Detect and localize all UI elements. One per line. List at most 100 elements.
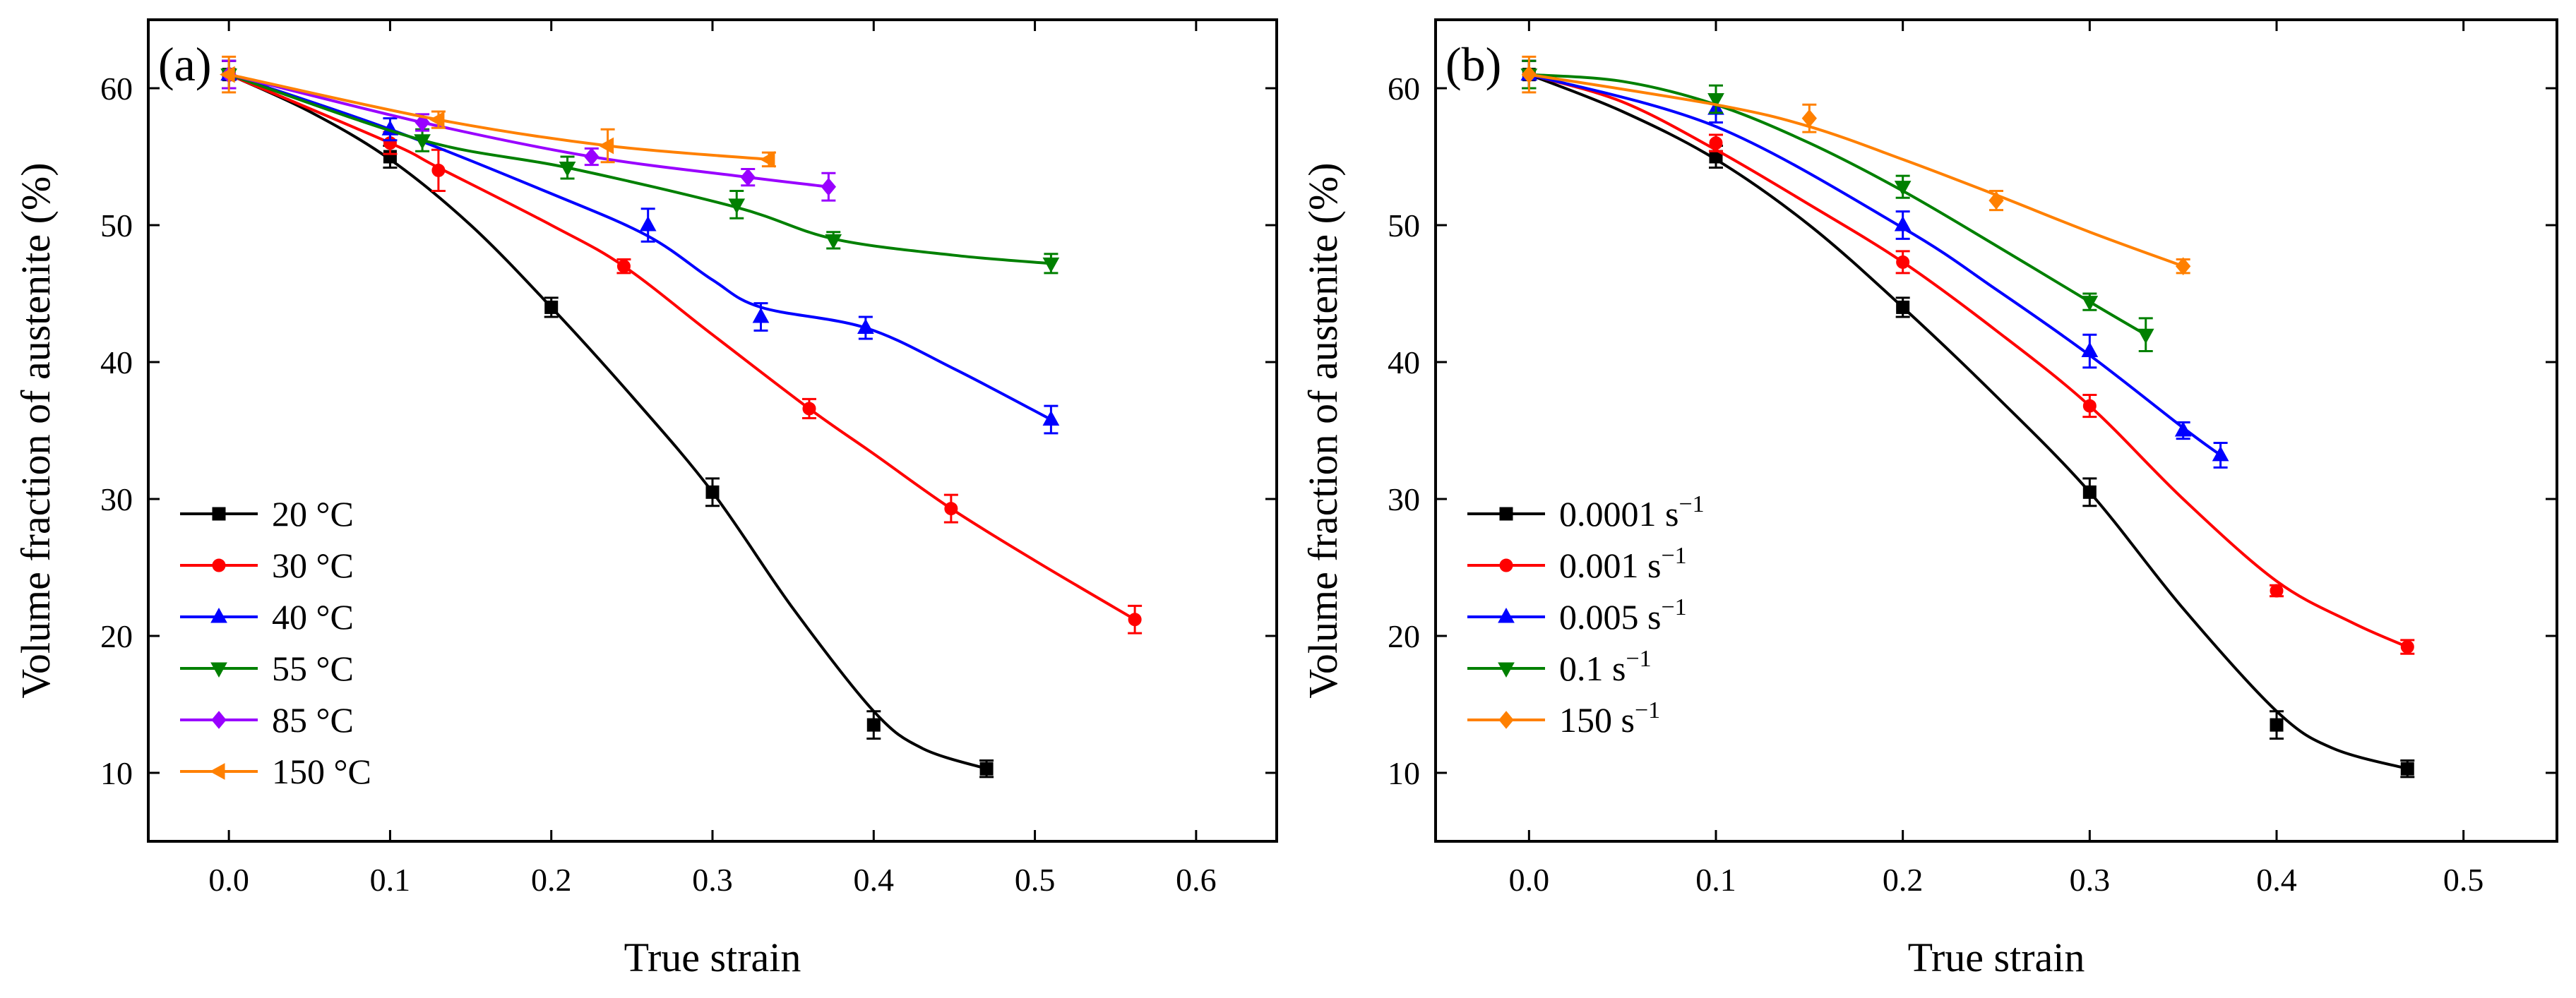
legend-label-text: 150 °C [272, 752, 371, 791]
data-point [944, 502, 958, 516]
data-point [616, 259, 631, 273]
data-point [759, 151, 775, 168]
data-point [2082, 485, 2097, 499]
legend-label-superscript: −1 [1678, 491, 1704, 517]
legend-label: 0.1 s−1 [1559, 646, 1652, 688]
series-line [1528, 73, 2222, 457]
x-tick-label: 0.3 [692, 862, 733, 898]
series-1 [1522, 59, 2415, 778]
panel-label: (a) [158, 37, 211, 91]
data-point [1894, 215, 1912, 232]
data-point [598, 137, 614, 155]
series-line [1528, 73, 2409, 649]
x-tick-label: 0.0 [208, 862, 249, 898]
y-tick-label: 10 [100, 755, 133, 791]
legend-marker [1499, 507, 1513, 521]
legend-label: 0.001 s−1 [1559, 543, 1687, 585]
legend-marker [1499, 558, 1513, 572]
data-point [1042, 410, 1060, 426]
data-point [1801, 109, 1817, 128]
y-tick-label: 30 [1388, 481, 1420, 517]
y-tick-label: 30 [100, 481, 133, 517]
x-tick-label: 0.1 [370, 862, 411, 898]
legend-marker [210, 607, 227, 623]
series-line [228, 73, 829, 188]
data-point [1894, 181, 1912, 196]
y-tick-label: 50 [1388, 208, 1420, 244]
series-line [1529, 73, 2147, 336]
y-tick-label: 20 [1388, 618, 1420, 654]
data-point [979, 762, 994, 776]
legend-label-text: 85 °C [272, 700, 354, 740]
data-point [414, 134, 431, 150]
series-5 [1521, 55, 2191, 275]
data-point [2081, 342, 2099, 357]
data-point [1521, 65, 1537, 84]
data-point [1707, 93, 1724, 109]
series-4 [220, 59, 1060, 275]
series-5 [221, 59, 837, 202]
data-point [639, 215, 657, 232]
legend-label-text: 20 °C [272, 494, 354, 534]
series-3 [1520, 59, 2229, 469]
legend-label: 55 °C [272, 649, 354, 688]
data-point [2082, 399, 2097, 413]
data-point [705, 485, 720, 499]
legend-marker [212, 558, 226, 572]
x-tick-label: 0.6 [1176, 862, 1217, 898]
data-point [1896, 300, 1910, 314]
data-point [866, 718, 881, 732]
y-tick-label: 60 [100, 71, 133, 107]
legend-marker [210, 662, 227, 678]
x-tick-label: 0.3 [2070, 862, 2111, 898]
series-line [1528, 73, 2184, 268]
x-tick-label: 0.0 [1509, 862, 1550, 898]
panel-a: 0.0 0.1 0.2 0.3 0.4 0.5 0.6 10 20 30 40 50 60 True st… [13, 18, 1278, 980]
legend-label-superscript: −1 [1635, 697, 1660, 723]
legend-label-text: 0.001 s [1559, 546, 1661, 585]
legend-label: 20 °C [272, 494, 354, 534]
x-tick-label: 0.2 [531, 862, 572, 898]
x-axis-label: True strain [624, 934, 801, 980]
legend-label-text: 150 s [1559, 700, 1635, 740]
panel-b: 0.0 0.1 0.2 0.3 0.4 0.5 10 20 30 40 50 60 True strai… [1300, 18, 2558, 980]
legend-marker [212, 507, 226, 521]
data-point [857, 318, 874, 334]
x-tick-label: 0.1 [1695, 862, 1736, 898]
legend-label-text: 30 °C [272, 546, 354, 585]
x-tick-label: 0.4 [854, 862, 895, 898]
data-point [1988, 191, 2004, 210]
series-line [1528, 73, 2408, 771]
y-axis-label: Volume fraction of austenite (%) [1300, 162, 1346, 698]
y-tick-label: 40 [100, 344, 133, 380]
y-axis-label: Volume fraction of austenite (%) [13, 162, 59, 698]
data-point [2174, 421, 2192, 437]
data-point [1042, 257, 1060, 273]
data-point [559, 162, 576, 177]
data-point [802, 402, 816, 416]
x-tick-label: 0.4 [2256, 862, 2297, 898]
data-point [2270, 718, 2284, 732]
legend-label-text: 40 °C [272, 597, 354, 637]
x-tick-label: 0.2 [1883, 862, 1924, 898]
legend-label: 30 °C [272, 546, 354, 585]
legend-marker [1498, 711, 1514, 729]
legend-label-superscript: −1 [1661, 543, 1686, 569]
data-point [431, 163, 446, 177]
x-tick-label: 0.5 [2443, 862, 2484, 898]
series-line [228, 73, 1136, 621]
legend-marker [1498, 607, 1515, 623]
legend-label-superscript: −1 [1661, 594, 1686, 620]
data-point [728, 198, 746, 214]
data-point [220, 66, 235, 83]
data-point [740, 168, 756, 186]
data-point [584, 148, 600, 166]
x-tick-label: 0.5 [1015, 862, 1056, 898]
panel-label: (b) [1445, 37, 1501, 91]
legend-marker [209, 763, 225, 780]
legend-label-text: 0.1 s [1559, 649, 1626, 688]
data-point [1128, 613, 1142, 627]
data-point [2270, 584, 2284, 598]
legend-marker [1498, 662, 1515, 678]
legend-marker [211, 711, 227, 729]
